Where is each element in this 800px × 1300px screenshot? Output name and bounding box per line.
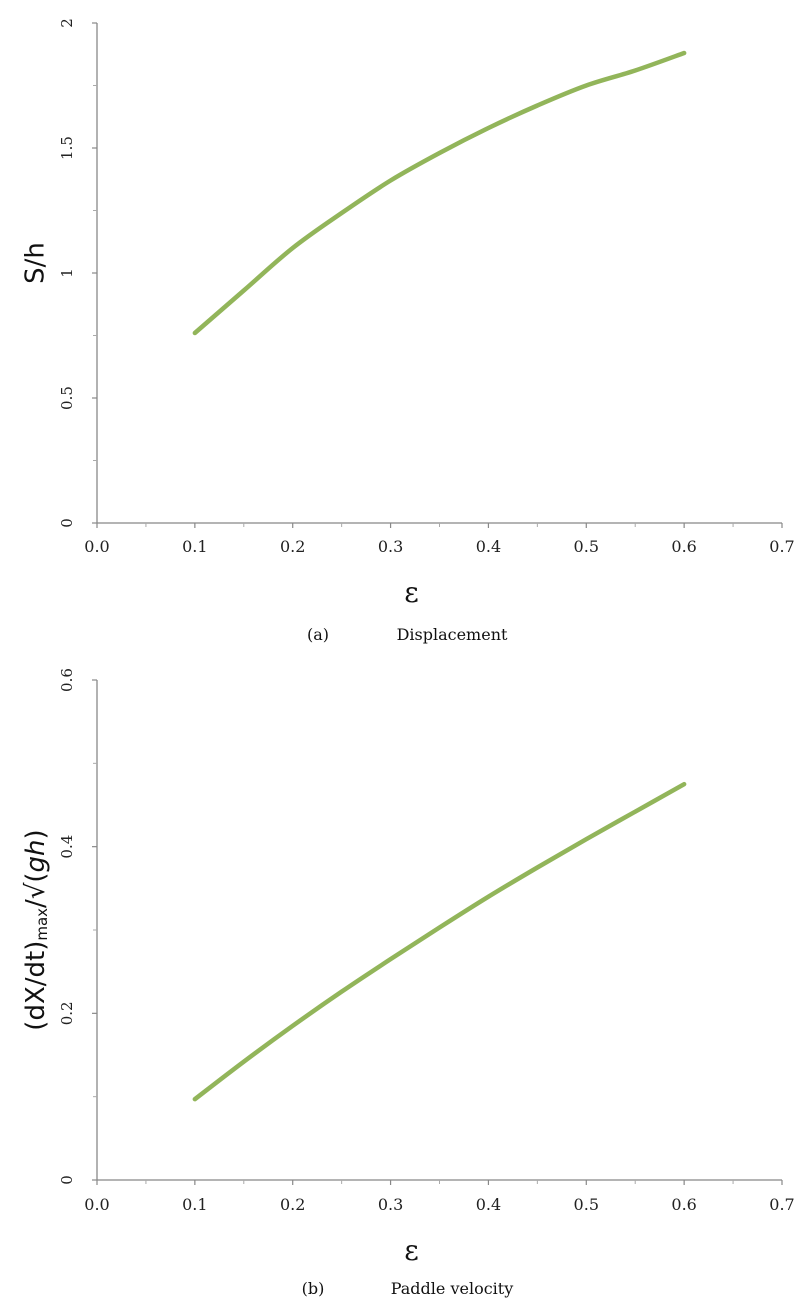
x-tick-label: 0.3 <box>378 1195 403 1214</box>
series-line-a <box>192 50 687 336</box>
x-tick-label: 0.1 <box>182 1195 207 1214</box>
x-tick-label: 0.4 <box>476 1195 501 1214</box>
y-axis-label: S/h <box>21 242 51 284</box>
chart-displacement: 0 0.5 1 1.5 2 0.0 0.1 0.2 0.3 0.4 0.5 0.6 0.7 ε S/h (a)… <box>21 18 795 644</box>
caption-label: (b) <box>302 1279 325 1298</box>
y-tick-label: 1 <box>58 268 76 278</box>
x-tick-label: 0.1 <box>182 537 207 556</box>
y-tick-label: 1.5 <box>58 136 76 160</box>
caption-label: (a) <box>307 625 329 644</box>
x-axis-label: ε <box>404 576 419 609</box>
caption-text: Displacement <box>397 625 508 644</box>
y-tick-label: 0 <box>58 1175 76 1185</box>
x-tick-label: 0.3 <box>378 537 403 556</box>
x-axis-label: ε <box>404 1234 419 1267</box>
y-tick-label: 0.2 <box>58 1001 76 1025</box>
y-axis-label-base: (dX/dt) <box>21 941 51 1031</box>
y-tick-label: 0 <box>58 518 76 528</box>
y-tick-label: 0.5 <box>58 386 76 410</box>
x-tick-label: 0.6 <box>671 1195 696 1214</box>
x-tick-label: 0.0 <box>84 1195 109 1214</box>
y-axis-label-rest: /√( <box>21 872 51 907</box>
x-tick-label: 0.5 <box>574 537 599 556</box>
x-tick-label: 0.7 <box>769 537 794 556</box>
x-tick-label: 0.5 <box>574 1195 599 1214</box>
y-axis-label-sub: max <box>33 908 51 941</box>
y-tick-label: 2 <box>58 18 76 28</box>
chart-paddle-velocity: 0 0.2 0.4 0.6 0.0 0.1 0.2 0.3 0.4 0.5 0.6 0.7 ε (dX/d… <box>21 668 795 1298</box>
y-axis-label-close: ) <box>21 829 51 839</box>
y-tick-label: 0.6 <box>58 668 76 692</box>
x-tick-label: 0.2 <box>280 1195 305 1214</box>
series-line-b <box>192 781 687 1102</box>
y-axis-label-italic: gh <box>21 839 51 872</box>
y-tick-label: 0.4 <box>58 835 76 859</box>
x-tick-label: 0.7 <box>769 1195 794 1214</box>
caption-text: Paddle velocity <box>391 1279 514 1298</box>
y-axis-label: (dX/dt)max/√(gh) <box>21 829 51 1030</box>
x-tick-label: 0.2 <box>280 537 305 556</box>
x-tick-label: 0.4 <box>476 537 501 556</box>
x-tick-label: 0.6 <box>671 537 696 556</box>
x-tick-label: 0.0 <box>84 537 109 556</box>
